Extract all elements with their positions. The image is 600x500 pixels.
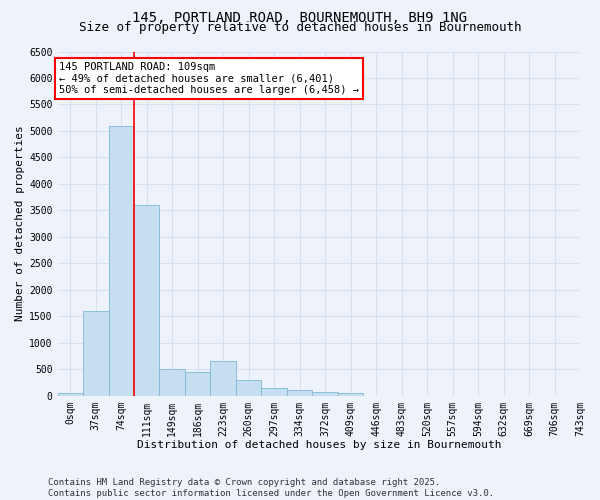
Bar (338, 393, 364, 396)
Bar (262, 388, 287, 396)
Bar (83, 311, 109, 396)
Bar (58, 392, 83, 396)
Text: 145 PORTLAND ROAD: 109sqm
← 49% of detached houses are smaller (6,401)
50% of se: 145 PORTLAND ROAD: 109sqm ← 49% of detac… (59, 62, 359, 96)
X-axis label: Distribution of detached houses by size in Bournemouth: Distribution of detached houses by size … (137, 440, 501, 450)
Bar (109, 126, 134, 396)
Text: 145, PORTLAND ROAD, BOURNEMOUTH, BH9 1NG: 145, PORTLAND ROAD, BOURNEMOUTH, BH9 1NG (133, 11, 467, 25)
Text: Contains HM Land Registry data © Crown copyright and database right 2025.
Contai: Contains HM Land Registry data © Crown c… (48, 478, 494, 498)
Text: Size of property relative to detached houses in Bournemouth: Size of property relative to detached ho… (79, 22, 521, 35)
Bar (134, 205, 160, 396)
Bar (287, 390, 313, 396)
Bar (211, 362, 236, 396)
Bar (236, 380, 262, 396)
Bar (160, 369, 185, 396)
Bar (313, 392, 338, 396)
Y-axis label: Number of detached properties: Number of detached properties (15, 126, 25, 322)
Bar (185, 372, 211, 396)
